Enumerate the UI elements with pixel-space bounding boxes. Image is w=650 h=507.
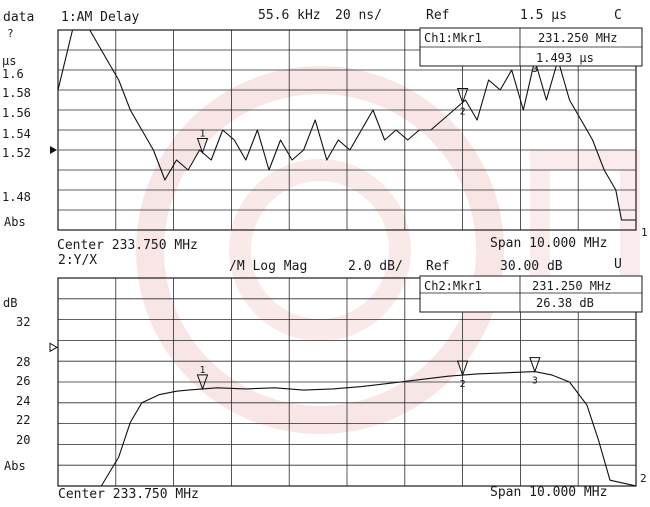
ch1-flag: C (614, 8, 622, 23)
ch1-marker-2-triangle (456, 88, 469, 104)
ch1-ytick-label: 1.48 (2, 190, 31, 204)
ch2-ytick-label: 26 (16, 374, 30, 388)
ch1-ytick-label: 1.56 (2, 106, 31, 120)
ch1-marker-1-triangle (196, 138, 209, 154)
ch2-ytick-label: 28 (16, 355, 30, 369)
ch1-ytick-label: 1.6 (2, 67, 24, 81)
ch1-channel-label: 1:AM Delay (61, 10, 139, 25)
ch2-ref-label: Ref (426, 259, 449, 274)
ch2-marker-2-label: 2 (460, 379, 466, 390)
ch2-end-marker: 2 (640, 472, 647, 485)
ch1-scale: 20 ns/ (335, 8, 382, 23)
ch2-ref-value: 30.00 dB (500, 259, 563, 274)
ch1-delay-trace (57, 29, 636, 221)
ch1-ylabel: µs (2, 54, 16, 68)
ch1-y-ticks: 1.6 1.58 1.56 1.54 1.52 1.48 (2, 67, 31, 204)
ch2-ytick-label: 24 (16, 394, 30, 408)
ch1-center-label: Center 233.750 MHz (57, 238, 198, 253)
ch2-channel-label: 2:Y/X (58, 253, 97, 268)
ch1-format-marker: ? (7, 27, 14, 40)
ch1-ref-value: 1.5 µs (520, 8, 567, 23)
ch2-span-label: Span 10.000 MHz (490, 485, 607, 500)
ch2-ytick-label: 20 (16, 433, 30, 447)
ch2-marker-2-triangle (456, 360, 469, 377)
ch2-flag: U (614, 257, 622, 272)
ch1-end-marker: 1 (641, 226, 648, 239)
ch2-y-ticks: 32 28 26 24 22 20 (16, 315, 30, 447)
ch2-ytick-label: 22 (16, 413, 30, 427)
ch1-scale-label: Abs (4, 215, 26, 229)
ch2-marker-readout-box (419, 275, 643, 313)
ch1-marker-1-label: 1 (200, 129, 206, 140)
ch2-center-label: Center 233.750 MHz (58, 487, 199, 502)
ch1-marker-3-label: 3 (532, 64, 538, 75)
ch2-marker-label: Ch2:Mkr1 (424, 279, 482, 293)
ch2-marker-value: 26.38 dB (536, 296, 594, 310)
ch2-markers: 1 2 3 (196, 357, 541, 391)
ch1-marker-frequency: 231.250 MHz (538, 31, 617, 45)
ch2-ylabel: dB (3, 296, 17, 310)
ch1-marker-value: 1.493 µs (536, 51, 594, 65)
ch2-marker-frequency: 231.250 MHz (532, 279, 611, 293)
ch1-graticule (57, 29, 637, 231)
ch2-marker-3-label: 3 (532, 376, 538, 387)
ch1-aperture: 55.6 kHz (258, 8, 321, 23)
ch1-marker-label: Ch1:Mkr1 (424, 31, 482, 45)
ch1-ytick-label: 1.58 (2, 86, 31, 100)
ch1-ytick-label: 1.52 (2, 146, 31, 160)
ch1-format-label: data (3, 10, 34, 25)
ch2-reference-arrow (49, 342, 59, 353)
ch1-ref-label: Ref (426, 8, 449, 23)
ch2-marker-3-triangle (529, 357, 541, 374)
ch2-magnitude-trace (58, 371, 637, 487)
ch1-reference-arrow (50, 146, 57, 154)
ch1-span-label: Span 10.000 MHz (490, 236, 607, 251)
ch1-ytick-label: 1.54 (2, 127, 31, 141)
ch2-marker-1-label: 1 (200, 365, 206, 376)
ch2-marker-1-triangle (196, 374, 209, 391)
ch2-ytick-label: 32 (16, 315, 30, 329)
ch2-format: /M Log Mag (229, 259, 307, 274)
ch2-scale-label: Abs (4, 459, 26, 473)
ch1-marker-2-label: 2 (460, 107, 466, 118)
ch2-scale: 2.0 dB/ (348, 259, 403, 274)
